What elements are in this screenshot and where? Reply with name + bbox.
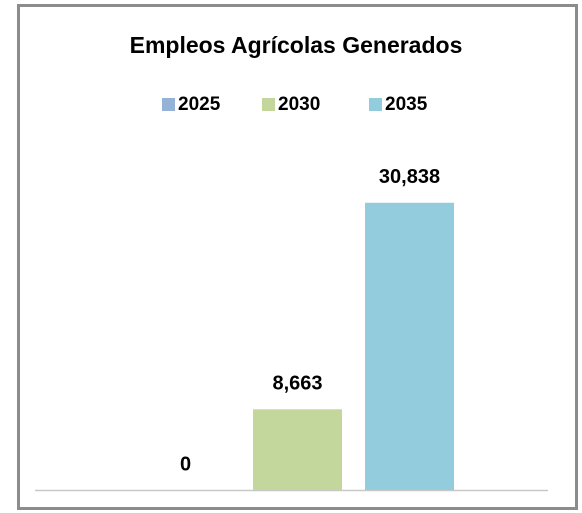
legend-swatch — [162, 98, 175, 111]
legend-label: 2035 — [385, 94, 428, 115]
data-label: 30,838 — [379, 166, 440, 188]
bar — [253, 409, 342, 490]
legend-swatch — [369, 98, 382, 111]
legend-label: 2025 — [178, 94, 221, 115]
data-label: 8,663 — [272, 373, 322, 395]
legend-swatch — [262, 98, 275, 111]
bar — [365, 202, 454, 490]
chart-title: Empleos Agrícolas Generados — [130, 32, 463, 58]
legend-label: 2030 — [278, 94, 320, 115]
data-label: 0 — [180, 453, 191, 475]
